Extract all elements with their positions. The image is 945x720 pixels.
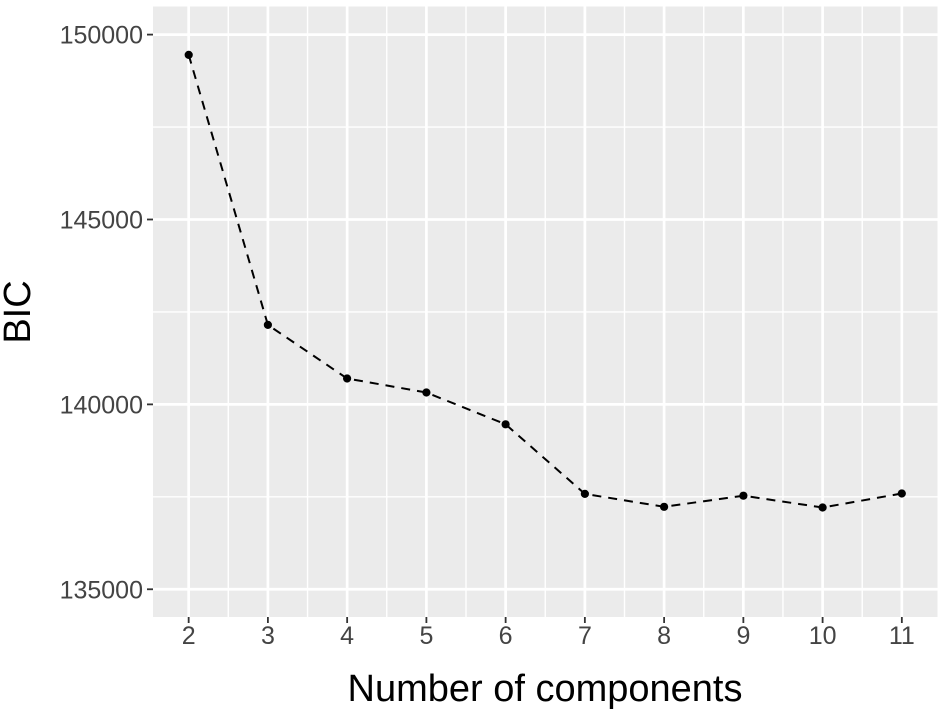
- data-point: [897, 489, 906, 498]
- y-tick-label: 145000: [60, 207, 143, 235]
- x-tick-label: 4: [340, 622, 354, 650]
- y-tick-label: 150000: [60, 22, 143, 50]
- x-tick-label: 10: [809, 622, 837, 650]
- x-tick-label: 8: [657, 622, 671, 650]
- x-tick-label: 5: [419, 622, 433, 650]
- data-point: [422, 388, 431, 397]
- x-tick-label: 6: [499, 622, 513, 650]
- x-tick-label: 11: [889, 622, 915, 650]
- y-tick-label: 135000: [60, 576, 143, 604]
- y-axis-title: BIC: [0, 280, 39, 343]
- data-point: [263, 320, 272, 329]
- data-point: [184, 50, 193, 60]
- bic-series-line: [187, 54, 902, 509]
- x-tick-label: 7: [578, 622, 592, 650]
- y-tick-label: 140000: [60, 391, 143, 419]
- x-tick-label: 3: [261, 622, 275, 650]
- x-axis-title: Number of components: [348, 668, 743, 710]
- data-point: [818, 503, 827, 512]
- x-tick-label: 2: [182, 622, 196, 650]
- data-point: [660, 502, 669, 511]
- data-point: [580, 489, 590, 498]
- x-tick-label: 9: [736, 622, 750, 650]
- data-point: [739, 491, 748, 500]
- data-point: [501, 420, 510, 429]
- data-point: [343, 374, 352, 383]
